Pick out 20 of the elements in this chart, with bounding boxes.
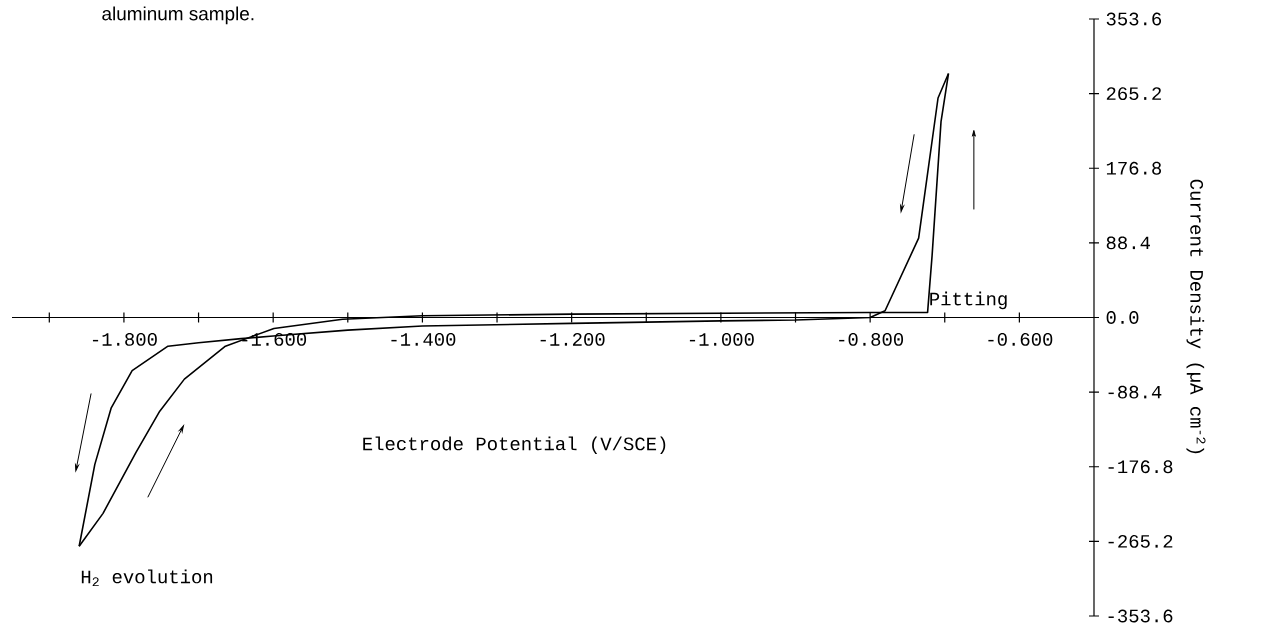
y-tick-label: 265.2 <box>1106 87 1161 101</box>
y-tick-label: 353.6 <box>1106 12 1162 26</box>
y-tick-label: -353.6 <box>1108 609 1173 623</box>
y-tick-label: 176.8 <box>1106 161 1162 175</box>
annotation: Pitting <box>930 291 1007 310</box>
x-tick-label: -0.600 <box>988 333 1053 346</box>
x-tick-label: -1.400 <box>391 333 456 346</box>
x-tick-label: -1.800 <box>92 333 157 346</box>
x-tick-label: -0.800 <box>839 333 904 346</box>
y-axis-title: Current Density (µA cm$^{-2}$) <box>1186 179 1206 454</box>
x-tick-label: -1.200 <box>540 333 605 346</box>
annotation: aluminum sample. <box>102 6 254 25</box>
y-tick-label: -265.2 <box>1108 534 1173 548</box>
y-tick-label: -88.4 <box>1108 385 1162 399</box>
y-tick-label: 88.4 <box>1106 236 1150 250</box>
x-axis-title: Electrode Potential (V/SCE) <box>363 436 666 455</box>
y-tick-label: 0.0 <box>1106 311 1139 324</box>
annotation: H$_{2}$ evolution <box>81 569 213 587</box>
x-tick-label: -1.000 <box>689 333 754 346</box>
y-tick-label: -176.8 <box>1108 460 1173 474</box>
